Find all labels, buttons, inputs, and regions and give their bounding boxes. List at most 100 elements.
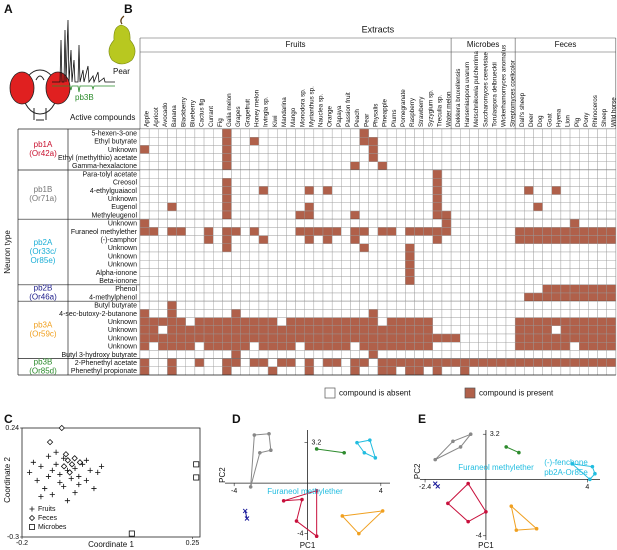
cell <box>222 243 232 253</box>
column-label: Apple <box>144 110 151 127</box>
cell <box>505 153 516 163</box>
cell <box>295 153 305 163</box>
cell <box>478 128 488 138</box>
point <box>269 448 273 453</box>
cell <box>441 251 452 261</box>
cell <box>295 243 305 253</box>
cell <box>148 202 159 212</box>
cell <box>569 342 580 351</box>
cell <box>231 301 241 310</box>
cell <box>505 358 516 368</box>
cell <box>176 333 186 343</box>
cell <box>304 358 315 368</box>
cell <box>240 235 250 245</box>
y-tick-label: 0.24 <box>5 425 19 432</box>
y-axis-label: PC2 <box>218 467 227 483</box>
cell <box>249 161 260 171</box>
cell <box>533 161 543 171</box>
cell <box>167 227 177 236</box>
column-label: Nauclea sp. <box>318 93 325 127</box>
cell <box>313 153 324 163</box>
cell <box>322 350 333 359</box>
cell <box>277 366 287 376</box>
cell <box>158 350 168 359</box>
cell <box>542 284 552 294</box>
cell <box>496 136 507 146</box>
cell <box>359 128 369 138</box>
cell <box>277 243 287 253</box>
cell <box>304 136 315 146</box>
cell <box>588 309 598 318</box>
cell <box>542 251 552 261</box>
cell <box>588 227 598 236</box>
cell <box>203 194 214 204</box>
cell <box>359 153 369 163</box>
cell <box>487 358 498 368</box>
cell <box>295 210 305 220</box>
cell <box>460 128 470 138</box>
cell <box>212 161 223 171</box>
cell <box>277 333 287 343</box>
cell <box>551 358 562 368</box>
cell <box>240 194 250 204</box>
point <box>95 469 101 476</box>
cell <box>579 243 589 253</box>
cell <box>569 153 580 163</box>
cell <box>533 276 543 286</box>
cell <box>606 325 617 335</box>
cell <box>286 235 296 245</box>
cell <box>341 227 351 236</box>
cell <box>331 153 342 163</box>
cell <box>569 317 580 327</box>
cell <box>597 243 607 253</box>
cell <box>295 161 305 171</box>
cell <box>148 177 159 187</box>
cell <box>158 194 168 204</box>
cell <box>606 284 617 294</box>
cell <box>313 227 324 236</box>
cell <box>212 309 223 318</box>
cell <box>295 317 305 327</box>
cell <box>606 333 617 343</box>
receptor-name: (Or85d) <box>29 366 57 375</box>
cell <box>194 276 205 286</box>
cell <box>579 317 589 327</box>
cell <box>286 218 296 228</box>
cell <box>322 342 333 351</box>
cell <box>606 202 617 212</box>
cell <box>148 268 159 277</box>
cell <box>597 350 607 359</box>
cell <box>258 186 269 195</box>
cell <box>533 358 543 368</box>
cell <box>139 317 150 327</box>
cell <box>432 136 443 146</box>
cell <box>524 260 534 269</box>
point <box>380 509 385 513</box>
y-axis-label: Neuron type <box>3 230 12 274</box>
cell <box>405 243 415 253</box>
cell <box>158 177 168 187</box>
cell <box>560 342 571 351</box>
cell <box>313 145 324 154</box>
cell <box>533 186 543 195</box>
cell <box>322 186 333 195</box>
compound-label: Gamma-hexalactone <box>72 163 137 170</box>
cell <box>203 358 214 368</box>
cell <box>405 235 415 245</box>
column-label: Water melon <box>446 91 453 127</box>
cell <box>377 342 388 351</box>
cell <box>185 251 196 261</box>
cell <box>368 276 379 286</box>
cell <box>579 325 589 335</box>
cell <box>240 301 250 310</box>
cell <box>597 284 607 294</box>
cell <box>441 309 452 318</box>
compound-label: 4-sec-butoxy-2-butanone <box>59 311 137 318</box>
cell <box>341 136 351 146</box>
cell <box>450 251 461 261</box>
cell <box>514 309 525 318</box>
cell <box>524 366 534 376</box>
cell <box>212 145 223 154</box>
cell <box>478 218 488 228</box>
cell <box>450 243 461 253</box>
